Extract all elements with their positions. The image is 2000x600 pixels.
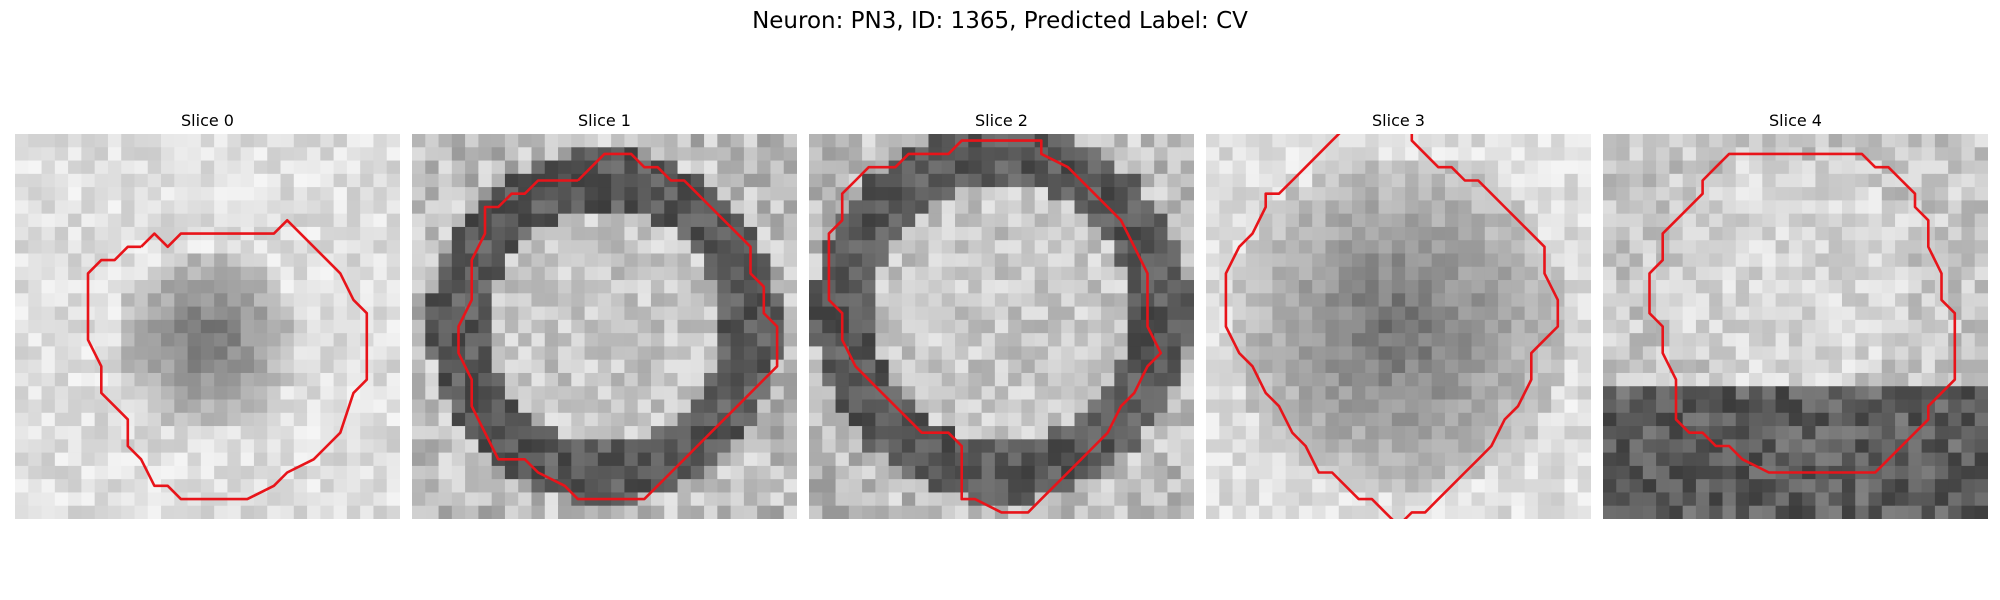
slice-panel-2: Slice 2 [809,108,1194,519]
slice-panel-0: Slice 0 [15,108,400,519]
figure-title: Neuron: PN3, ID: 1365, Predicted Label: … [752,8,1248,34]
neuron-contour [1648,152,1957,474]
pixel-grid [1206,134,1591,519]
slice-panel-1: Slice 1 [412,108,797,519]
neuron-contour [1224,134,1560,519]
slice-title: Slice 0 [181,111,234,130]
neuron-contour [86,219,369,501]
pixel-grid [15,134,400,519]
slice-title: Slice 3 [1372,111,1425,130]
pixel-grid [809,134,1194,519]
neuron-contour [827,139,1163,514]
neuron-contour [457,152,779,501]
pixel-grid [1603,134,1988,519]
slice-image [1206,134,1591,519]
slice-title: Slice 1 [578,111,631,130]
slice-title: Slice 4 [1769,111,1822,130]
slice-image [412,134,797,519]
slice-panel-4: Slice 4 [1603,108,1988,519]
slice-image [809,134,1194,519]
slice-title: Slice 2 [975,111,1028,130]
slice-image [1603,134,1988,519]
slice-image [15,134,400,519]
pixel-grid [412,134,797,519]
slice-panel-3: Slice 3 [1206,108,1591,519]
